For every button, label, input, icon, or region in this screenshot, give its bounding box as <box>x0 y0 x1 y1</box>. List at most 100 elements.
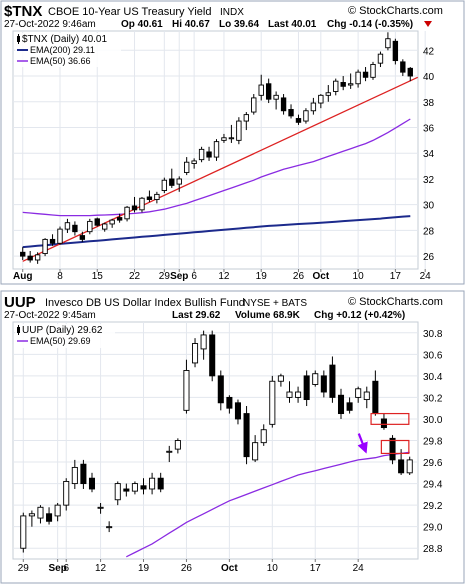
uup-candle <box>252 435 259 463</box>
tnx-candle-body <box>109 219 115 225</box>
tnx-candle <box>109 218 115 228</box>
tnx-candle-body <box>288 109 294 117</box>
tnx-candle <box>333 78 339 96</box>
uup-indicator-lines <box>126 451 410 558</box>
uup-candle-body <box>389 437 396 461</box>
tnx-candle <box>407 67 413 82</box>
tnx-candle <box>377 51 384 68</box>
tnx-x-tick-label: Sep <box>170 271 188 282</box>
uup-x-tick-label: 29 <box>18 563 30 574</box>
uup-candle-body <box>217 375 224 404</box>
uup-x-tick-label: Sep <box>48 563 66 574</box>
uup-candle-body <box>252 442 259 461</box>
uup-legend: UUP (Daily) 29.62 EMA(50) 29.69 <box>15 324 115 348</box>
tnx-candle-body <box>94 218 100 226</box>
tnx-candle-body <box>377 53 384 64</box>
tnx-candle <box>400 59 406 77</box>
tnx-ema200-line <box>22 215 411 249</box>
tnx-candle <box>139 196 145 213</box>
tnx-candle-body <box>400 61 406 73</box>
tnx-y-tick-label: 38 <box>423 98 435 109</box>
uup-candle <box>88 472 96 493</box>
tnx-candle <box>27 250 33 263</box>
uup-annotations <box>357 412 410 455</box>
uup-y-tick-label: 29.4 <box>423 480 443 491</box>
uup-candle <box>406 456 413 475</box>
tnx-candle <box>64 218 71 233</box>
uup-candle-body <box>149 477 156 490</box>
uup-annotation-box <box>380 439 410 455</box>
uup-candle <box>131 481 138 495</box>
uup-candle <box>200 330 207 360</box>
tnx-candle-body <box>102 223 108 230</box>
tnx-y-tick-label: 28 <box>423 226 435 237</box>
uup-candle-body <box>329 364 336 398</box>
tnx-candle-body <box>64 222 71 230</box>
tnx-candle-body <box>20 251 26 257</box>
uup-candle-body <box>166 450 173 453</box>
uup-annotation-box <box>370 412 410 425</box>
tnx-watermark: © StockCharts.com <box>348 5 443 17</box>
uup-y-tick-label: 29.6 <box>423 458 443 469</box>
uup-ema50-line <box>126 451 410 558</box>
tnx-candle-body <box>355 71 361 85</box>
tnx-candle <box>57 226 63 245</box>
tnx-legend: $TNX (Daily) 40.01 EMA(200) 29.11 EMA(50… <box>15 33 121 67</box>
uup-last: Last 29.62 <box>172 310 221 321</box>
tnx-y-tick-label: 32 <box>423 175 435 186</box>
uup-candle-body <box>286 391 293 398</box>
uup-candle-body <box>157 477 164 490</box>
tnx-candle-body <box>392 40 399 62</box>
tnx-exchange: INDX <box>220 7 244 18</box>
tnx-y-tick-label: 36 <box>423 123 435 134</box>
tnx-candle-body <box>251 97 257 113</box>
tnx-candle-body <box>340 82 346 87</box>
uup-candle-body <box>269 380 276 425</box>
tnx-candle-body <box>57 228 63 244</box>
tnx-y-axis: 26 28 30 32 34 36 38 40 42 <box>423 46 435 263</box>
uup-x-tick-label: 24 <box>353 563 365 574</box>
uup-y-axis: 28.8 29.0 29.2 29.4 29.6 29.8 30.0 30.2 30.4 30.6… <box>423 329 443 555</box>
tnx-candle-body <box>34 254 41 261</box>
tnx-candle <box>273 91 279 110</box>
tnx-candle-body <box>124 206 130 220</box>
uup-candle-body <box>243 413 250 458</box>
tnx-candle <box>72 221 78 236</box>
tnx-candle <box>191 158 197 169</box>
uup-candle <box>54 502 61 522</box>
tnx-candle-body <box>131 205 138 211</box>
uup-watermark: © StockCharts.com <box>348 296 443 308</box>
uup-candle <box>217 370 224 411</box>
uup-candle-body <box>398 459 405 474</box>
tnx-candle-body <box>191 160 197 164</box>
tnx-candle <box>280 94 287 115</box>
uup-x-tick-label: 6 <box>63 563 69 574</box>
tnx-x-axis: Aug 8 15 22 29 Sep 6 12 19 26 Oct 10 17 24 <box>13 269 431 282</box>
uup-y-tick-label: 30.2 <box>423 393 443 404</box>
uup-panel: UUP Invesco DB US Dollar Index Bullish F… <box>0 290 465 584</box>
uup-candle-body <box>234 402 241 420</box>
uup-timestamp: 27-Oct-2022 9:45am <box>4 310 96 321</box>
tnx-candle <box>206 146 212 161</box>
tnx-candle <box>116 213 123 223</box>
tnx-candle <box>79 231 86 242</box>
uup-candle <box>80 459 87 489</box>
tnx-candle <box>265 78 272 104</box>
uup-candle <box>28 510 35 527</box>
tnx-candle-body <box>273 94 279 100</box>
tnx-candle-body <box>27 255 33 261</box>
uup-candle <box>192 338 199 368</box>
tnx-x-tick-label: 6 <box>191 271 197 282</box>
uup-candle <box>389 435 396 465</box>
tnx-candle <box>251 94 257 115</box>
tnx-candle <box>258 74 264 101</box>
uup-candle <box>123 483 130 497</box>
tnx-candle <box>318 94 324 109</box>
tnx-candle-body <box>280 97 287 112</box>
uup-candle <box>209 330 216 382</box>
tnx-candle-body <box>370 63 376 78</box>
tnx-last: Last 40.01 <box>268 19 317 30</box>
uup-candle <box>37 505 44 524</box>
tnx-legend-ema50: EMA(50) 36.66 <box>30 56 91 66</box>
tnx-candle <box>295 114 302 125</box>
